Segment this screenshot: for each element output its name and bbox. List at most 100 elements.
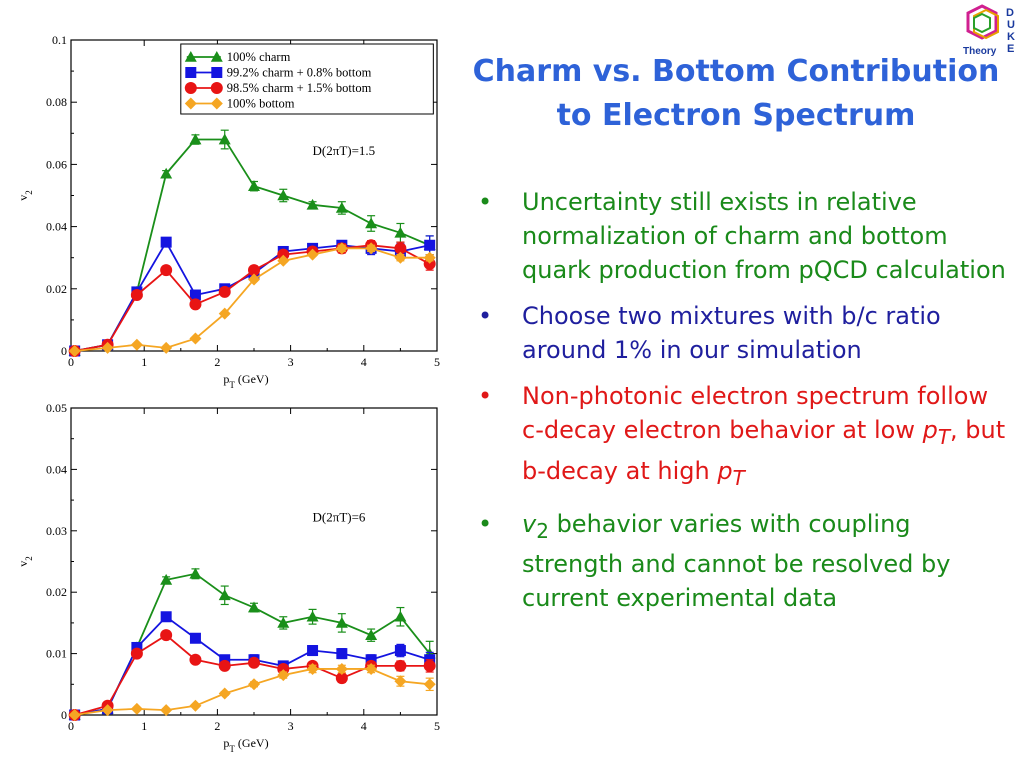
x-axis-label: pT (GeV) [223, 372, 268, 390]
series-group [68, 662, 436, 721]
data-point [306, 662, 319, 675]
series-group [69, 235, 436, 357]
x-tick-label: 2 [214, 355, 220, 369]
data-point [130, 338, 143, 351]
data-point [394, 645, 406, 657]
data-point [189, 289, 201, 301]
series-line [74, 247, 430, 352]
data-point [306, 198, 319, 210]
v2-chart-top: 0 1 2 3 4 5 0 0.02 0.04 0.06 0.08 0.1 pT (GeV) v2 D(2π… [16, 33, 440, 390]
y-tick-label: 0 [61, 708, 67, 722]
data-point [160, 573, 173, 585]
logo-letter-k: K [1007, 31, 1015, 43]
data-point [423, 251, 436, 264]
data-point [160, 341, 173, 354]
data-point [306, 248, 319, 261]
logo-letter-u: U [1007, 19, 1015, 31]
x-tick-label: 3 [288, 355, 294, 369]
data-point [131, 641, 143, 653]
series-group [68, 239, 436, 357]
bullet-item-4: • v2 behavior varies with coupling stren… [470, 507, 1015, 616]
data-point [130, 289, 143, 302]
bullet-list: • Uncertainty still exists in relative n… [470, 185, 1015, 627]
x-tick-label: 2 [214, 719, 220, 733]
series-line [74, 668, 430, 716]
duke-theory-logo: D U K E Theory [963, 4, 1015, 57]
data-point [248, 264, 260, 277]
data-point [365, 629, 378, 640]
data-point [335, 201, 348, 213]
legend-label: 98.5% charm + 1.5% bottom [227, 81, 372, 95]
logo-letter-e: E [1007, 43, 1014, 55]
data-point [423, 659, 436, 672]
data-point [160, 236, 172, 248]
y-tick-label: 0.06 [46, 157, 67, 171]
data-point [189, 632, 201, 644]
data-point [160, 611, 172, 623]
bullet-text-1: Uncertainty still exists in relative nor… [522, 188, 1006, 284]
y-tick-label: 0.04 [46, 462, 67, 476]
bullet-dot: • [478, 509, 493, 538]
legend-box [180, 43, 434, 115]
data-point [394, 242, 407, 255]
data-point [365, 242, 378, 255]
x-tick-label: 0 [68, 719, 74, 733]
x-tick-label: 5 [434, 719, 440, 733]
legend-marker [184, 97, 197, 110]
data-point [130, 702, 143, 715]
series-group [68, 567, 436, 720]
series-line [74, 240, 430, 352]
x-tick-label: 4 [361, 355, 367, 369]
data-point [160, 704, 173, 717]
coupling-annotation: D(2πT)=1.5 [313, 143, 376, 158]
y-tick-label: 0.05 [46, 401, 67, 415]
y-tick-label: 0.03 [46, 524, 67, 538]
y-tick-label: 0.04 [46, 220, 67, 234]
data-point [306, 610, 319, 622]
legend-marker [210, 82, 223, 94]
data-point [218, 687, 231, 700]
series-group [68, 242, 436, 357]
legend-marker [210, 51, 223, 62]
bullet-item-2: • Choose two mixtures with b/c ratio aro… [470, 299, 1015, 367]
data-point [219, 654, 231, 666]
data-point [424, 239, 436, 251]
data-point [335, 616, 348, 628]
data-point [336, 648, 348, 660]
data-point [277, 248, 290, 261]
legend-label: 100% charm [227, 50, 291, 64]
data-point [335, 662, 348, 675]
x-tick-label: 3 [288, 719, 294, 733]
bullet-3-part: , but b-decay at high [522, 416, 1006, 485]
bullet-3-pt-symbol: p [922, 416, 938, 444]
series-line [74, 634, 430, 716]
series-line [74, 244, 431, 352]
data-point [189, 567, 202, 579]
bullet-dot: • [478, 188, 493, 216]
y-tick-label: 0 [61, 344, 67, 358]
x-tick-label: 5 [434, 355, 440, 369]
y-tick-label: 0.08 [46, 95, 67, 109]
legend-marker [210, 97, 223, 110]
data-point [248, 656, 260, 669]
x-tick-label: 1 [141, 355, 147, 369]
logo-text: Theory [963, 46, 997, 57]
y-tick-label: 0.02 [46, 282, 67, 296]
bullet-4-v-symbol: v [522, 509, 537, 538]
bullet-4-part: behavior varies with coupling strength a… [522, 509, 951, 613]
data-point [218, 589, 231, 601]
data-point [160, 167, 173, 179]
logo-hex-icon [966, 4, 999, 40]
data-point [335, 242, 348, 255]
bullet-3-pt-subscript: T [937, 424, 951, 449]
y-axis-label: v2 [16, 190, 34, 201]
data-point [130, 647, 143, 660]
slide-title-line1: Charm vs. Bottom Contribution [472, 54, 1000, 89]
data-point [248, 678, 260, 691]
data-point [248, 180, 260, 191]
data-point [248, 273, 260, 286]
data-point [365, 217, 378, 229]
data-point [101, 704, 114, 717]
legend-label: 99.2% charm + 0.8% bottom [227, 66, 372, 80]
x-tick-label: 1 [141, 719, 147, 733]
